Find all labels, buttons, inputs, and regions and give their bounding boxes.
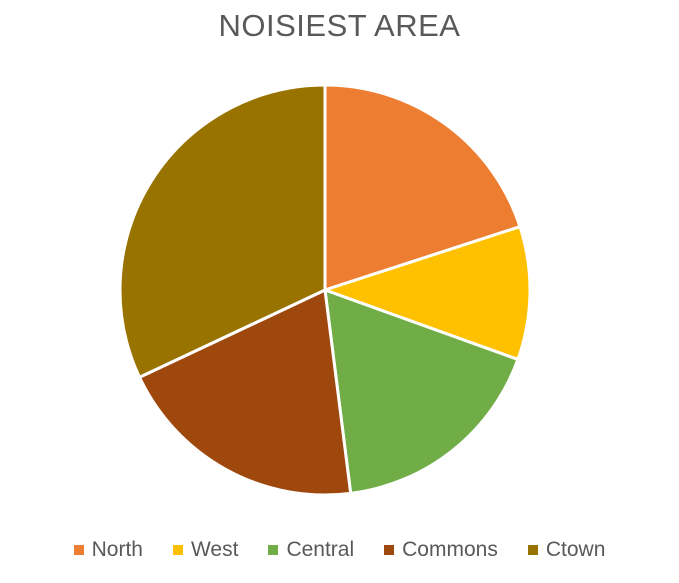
legend-item-north: North [73, 538, 143, 562]
legend-label: West [190, 538, 239, 561]
legend-swatch [527, 545, 538, 555]
legend-label: North [91, 538, 143, 561]
legend-swatch [172, 545, 183, 555]
pie-slice-commons [138, 288, 353, 497]
legend-item-west: West [172, 538, 239, 562]
legend-item-commons: Commons [384, 538, 498, 562]
pie-slice-ctown [118, 83, 327, 379]
legend-label: Commons [402, 538, 498, 561]
legend-swatch [384, 545, 395, 555]
pie-slice-central [323, 288, 520, 495]
legend-label: Central [286, 538, 355, 561]
pie-slice-west [323, 225, 532, 361]
legend-swatch [268, 545, 279, 555]
legend-label: Ctown [545, 538, 606, 561]
legend-item-central: Central [268, 538, 354, 562]
legend-swatch [73, 545, 84, 555]
legend: North West Central Commons Ctown [0, 538, 679, 562]
chart-title: NOISIEST AREA [218, 8, 461, 43]
legend-item-ctown: Ctown [527, 538, 606, 562]
pie-slice-north [323, 83, 522, 292]
